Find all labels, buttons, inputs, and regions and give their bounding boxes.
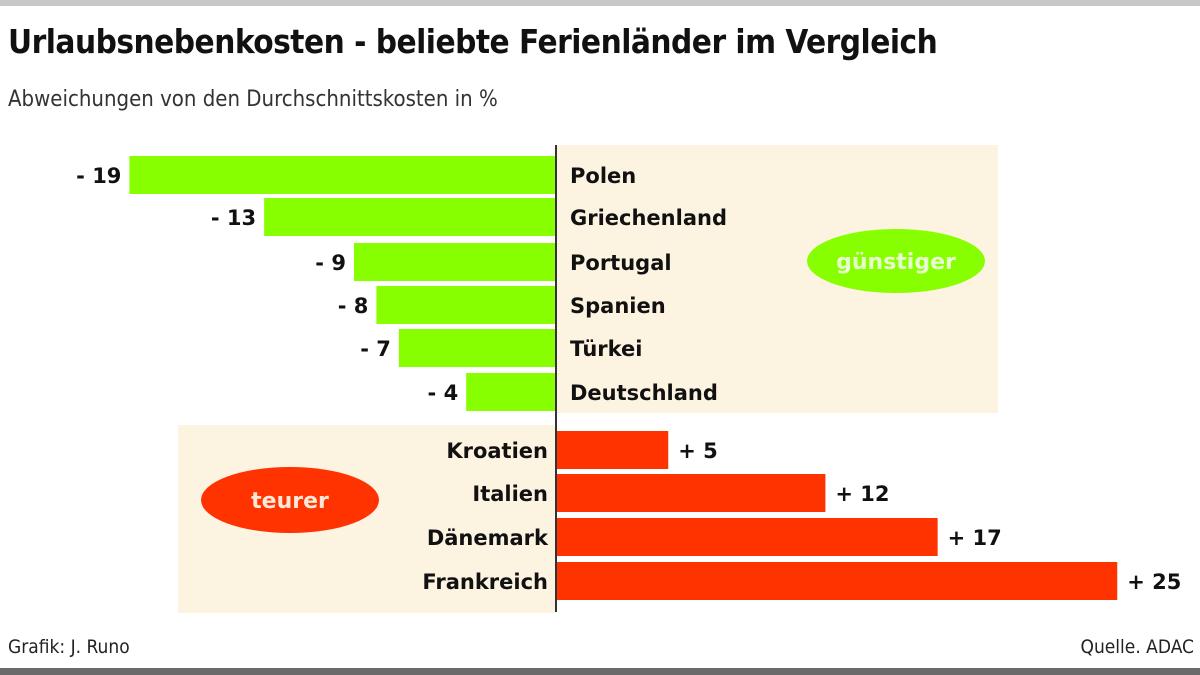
chart-title: Urlaubsnebenkosten - beliebte Ferienländ… bbox=[8, 22, 938, 61]
value-label: + 25 bbox=[1127, 570, 1181, 594]
value-label: - 4 bbox=[428, 381, 459, 405]
cheaper-badge bbox=[807, 229, 985, 293]
value-label: - 13 bbox=[211, 206, 256, 230]
chart-subtitle: Abweichungen von den Durchschnittskosten… bbox=[8, 87, 498, 112]
value-label: - 19 bbox=[76, 164, 121, 188]
expensive-badge bbox=[201, 467, 379, 533]
bar-türkei bbox=[398, 329, 556, 367]
category-label: Polen bbox=[570, 164, 636, 188]
top-border bbox=[0, 0, 1200, 6]
category-label: Frankreich bbox=[422, 570, 548, 594]
bar-griechenland bbox=[264, 198, 556, 236]
value-label: + 17 bbox=[948, 526, 1002, 550]
credit: Grafik: J. Runo bbox=[8, 636, 130, 658]
category-label: Kroatien bbox=[446, 439, 548, 463]
category-label: Spanien bbox=[570, 294, 666, 318]
value-label: - 9 bbox=[315, 251, 346, 275]
value-label: + 12 bbox=[835, 482, 889, 506]
cheaper-label: günstiger bbox=[836, 250, 956, 275]
category-label: Deutschland bbox=[570, 381, 718, 405]
bar-dänemark bbox=[556, 518, 938, 556]
bottom-border bbox=[0, 668, 1200, 675]
bar-polen bbox=[129, 156, 556, 194]
source: Quelle. ADAC bbox=[1080, 636, 1195, 658]
category-label: Türkei bbox=[570, 337, 642, 361]
bar-italien bbox=[556, 474, 826, 512]
bar-frankreich bbox=[556, 562, 1118, 600]
value-label: - 8 bbox=[338, 294, 369, 318]
category-label: Italien bbox=[472, 482, 548, 506]
value-label: + 5 bbox=[678, 439, 718, 463]
value-label: - 7 bbox=[360, 337, 391, 361]
bar-kroatien bbox=[556, 431, 669, 469]
bar-spanien bbox=[376, 286, 556, 324]
bar-deutschland bbox=[466, 373, 556, 411]
category-label: Dänemark bbox=[427, 526, 549, 550]
expensive-label: teurer bbox=[251, 489, 329, 514]
bar-portugal bbox=[353, 243, 556, 281]
category-label: Portugal bbox=[570, 251, 672, 275]
category-label: Griechenland bbox=[570, 206, 727, 230]
